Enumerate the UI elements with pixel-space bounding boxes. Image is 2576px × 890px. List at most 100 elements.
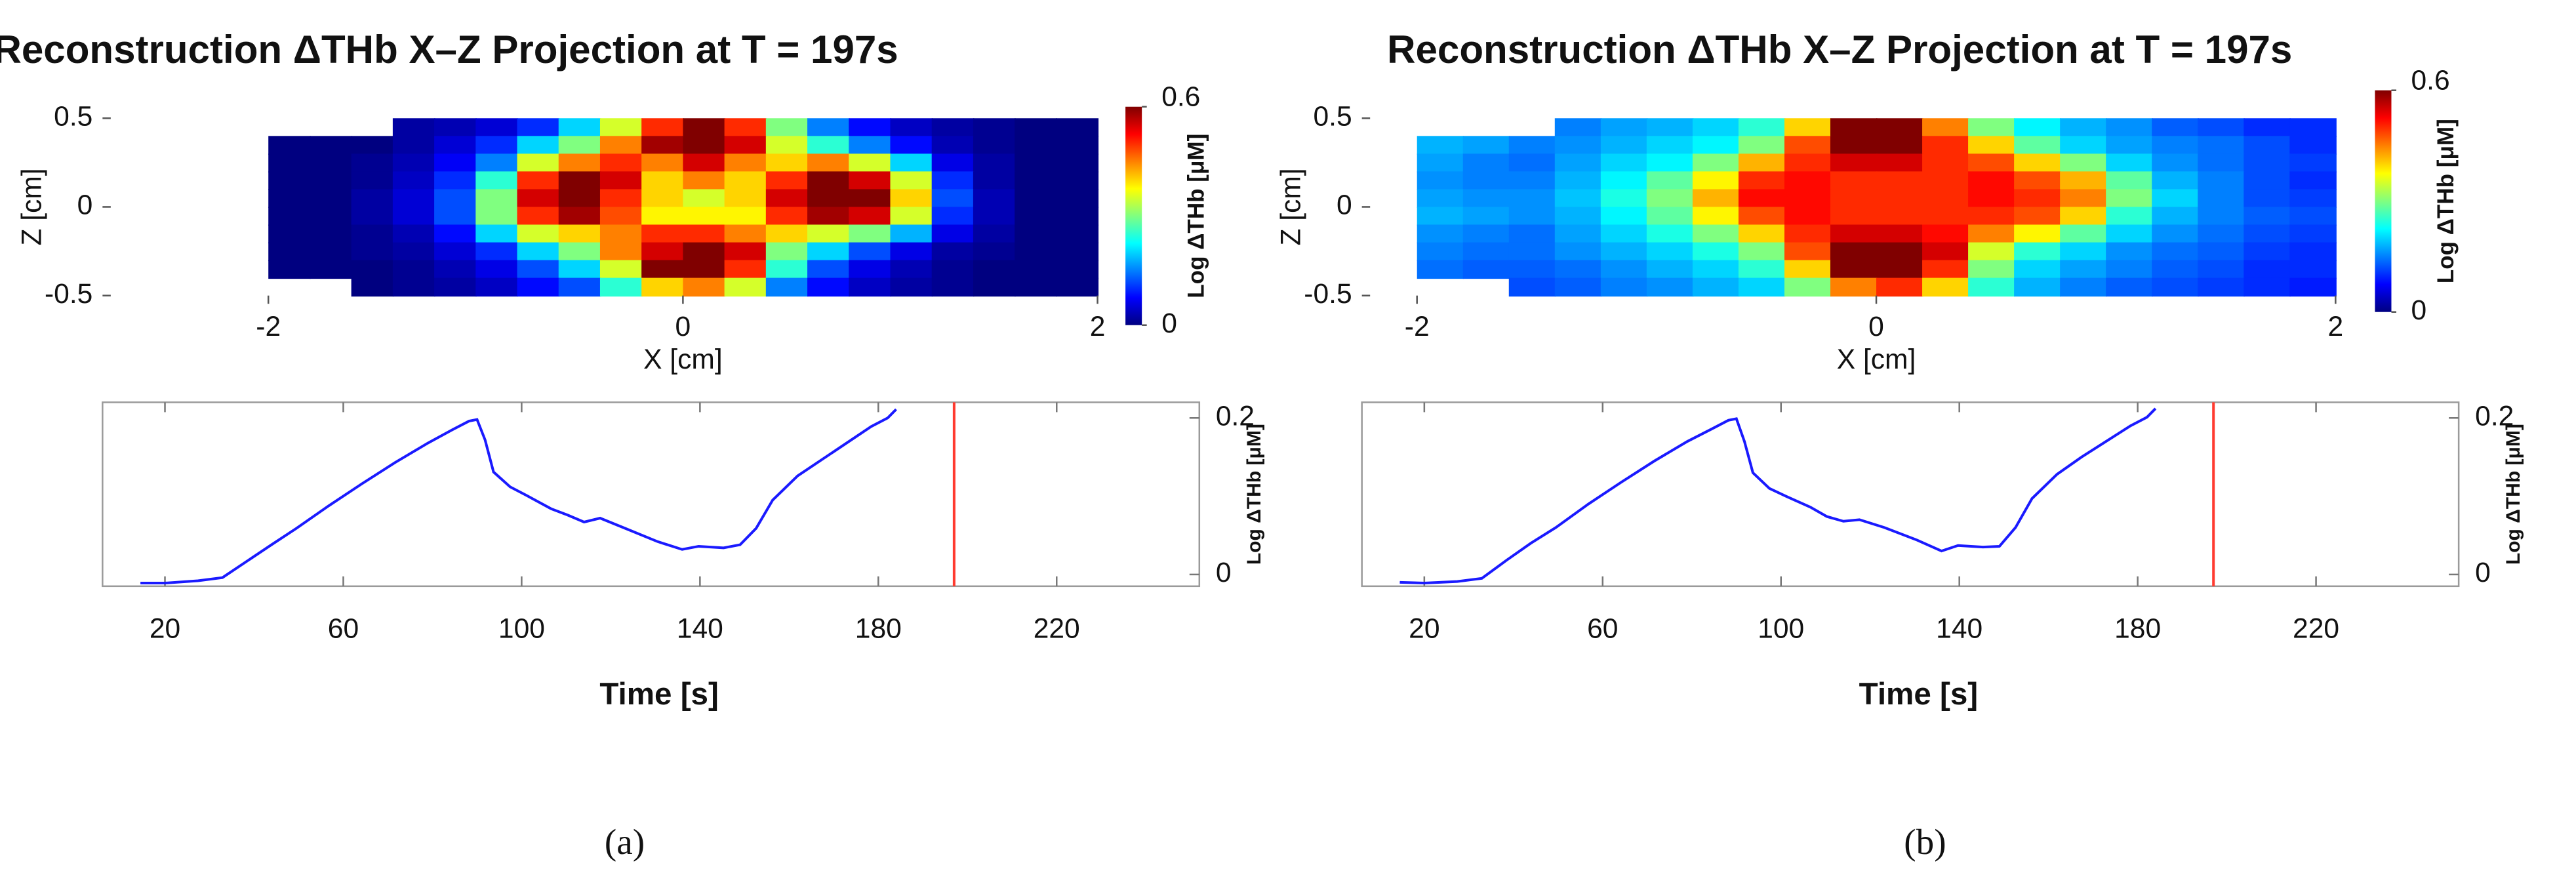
heatmap-cell (1508, 189, 1556, 208)
heatmap-cell (475, 242, 519, 262)
heatmap-cell (849, 224, 891, 244)
heatmap-cell (1830, 189, 1878, 208)
heatmap-cell (599, 171, 643, 190)
heatmap-cell (1015, 171, 1057, 190)
x-axis-label: Time [s] (599, 677, 719, 712)
heatmap-cell (1692, 189, 1740, 208)
heatmap-cell (558, 118, 601, 137)
heatmap-cell (310, 136, 353, 155)
heatmap-cell (1968, 136, 2015, 155)
heatmap-cell (351, 260, 394, 279)
heatmap-cell (475, 118, 519, 137)
heatmap-cell (1784, 171, 1832, 190)
heatmap-cell (1056, 277, 1099, 297)
heatmap-cell (475, 260, 519, 279)
colorbar (2375, 90, 2392, 312)
heatmap-cell (475, 207, 519, 226)
heatmap-cell (724, 277, 767, 297)
heatmap-cell (765, 277, 809, 297)
heatmap-cell (1876, 189, 1923, 208)
heatmap-cell (1600, 260, 1648, 279)
heatmap-cell (517, 224, 560, 244)
heatmap-cell (2106, 171, 2153, 190)
heatmap-cell (890, 242, 933, 262)
heatmap-cell (890, 171, 933, 190)
heatmap-cell (2198, 171, 2245, 190)
heatmap-cell (2244, 189, 2291, 208)
plot-frame (1361, 401, 2460, 588)
heatmap-cell (517, 260, 560, 279)
heatmap-cell (558, 189, 601, 208)
heatmap-cell (1830, 260, 1878, 279)
heatmap-cell (807, 136, 850, 155)
heatmap-cell (1646, 171, 1694, 190)
heatmap-cell (517, 136, 560, 155)
heatmap-cell (724, 189, 767, 208)
y-tick-label: 0.5 (54, 101, 92, 132)
heatmap-cell (931, 260, 975, 279)
heatmap-cell (2152, 118, 2199, 137)
heatmap-cell (517, 242, 560, 262)
heatmap-cell (310, 153, 353, 172)
heatmap-cell (1015, 189, 1057, 208)
heatmap-cell (2244, 136, 2291, 155)
heatmap-cell (1876, 242, 1923, 262)
heatmap-cell (2014, 189, 2061, 208)
heatmap-cell (558, 136, 601, 155)
heatmap-cell (683, 260, 726, 279)
heatmap-cell (683, 118, 726, 137)
heatmap-cell (973, 224, 1016, 244)
heatmap-cell (849, 118, 891, 137)
heatmap-cell (2060, 207, 2107, 226)
heatmap-cell (641, 189, 684, 208)
heatmap-cell (1830, 207, 1878, 226)
heatmap-cell (1784, 207, 1832, 226)
heatmap-cell (2014, 153, 2061, 172)
heatmap-cell (1876, 224, 1923, 244)
heatmap-cell (683, 224, 726, 244)
heatmap-cell (1968, 260, 2015, 279)
heatmap-cell (683, 189, 726, 208)
heatmap-cell (2014, 277, 2061, 297)
heatmap-cell (2060, 171, 2107, 190)
heatmap-cell (765, 242, 809, 262)
heatmap-cell (641, 171, 684, 190)
heatmap-cell (890, 207, 933, 226)
heatmap-cell (2060, 118, 2107, 137)
heatmap-cell (849, 136, 891, 155)
heatmap-cell (475, 189, 519, 208)
y-tick-label: -0.5 (45, 278, 92, 310)
heatmap-cell (1968, 118, 2015, 137)
heatmap-cell (2244, 171, 2291, 190)
colorbar-label: Log ΔTHb [μM] (1184, 134, 1209, 298)
heatmap-cell (807, 189, 850, 208)
heatmap-cell (1784, 118, 1832, 137)
heatmap-cell (2289, 242, 2337, 262)
heatmap-cell (807, 207, 850, 226)
heatmap-cell (765, 118, 809, 137)
heatmap-cell (1015, 118, 1057, 137)
heatmap-cell (1417, 242, 1464, 262)
heatmap-cell (599, 224, 643, 244)
heatmap-cell (1738, 224, 1786, 244)
heatmap-cell (849, 171, 891, 190)
x-tick-label: 20 (150, 613, 180, 645)
heatmap-cell (1876, 118, 1923, 137)
heatmap-cell (931, 189, 975, 208)
heatmap-cell (2014, 118, 2061, 137)
heatmap-cell (351, 189, 394, 208)
heatmap-cell (434, 153, 477, 172)
heatmap-cell (1738, 118, 1786, 137)
heatmap-cell (931, 153, 975, 172)
heatmap-cell (2106, 136, 2153, 155)
heatmap-cell (558, 260, 601, 279)
heatmap-cell (351, 171, 394, 190)
heatmap-cell (1784, 277, 1832, 297)
heatmap-cell (1968, 189, 2015, 208)
heatmap-cell (392, 189, 435, 208)
heatmap-cell (1922, 260, 1969, 279)
heatmap-cell (1015, 242, 1057, 262)
heatmap-cell (2106, 224, 2153, 244)
